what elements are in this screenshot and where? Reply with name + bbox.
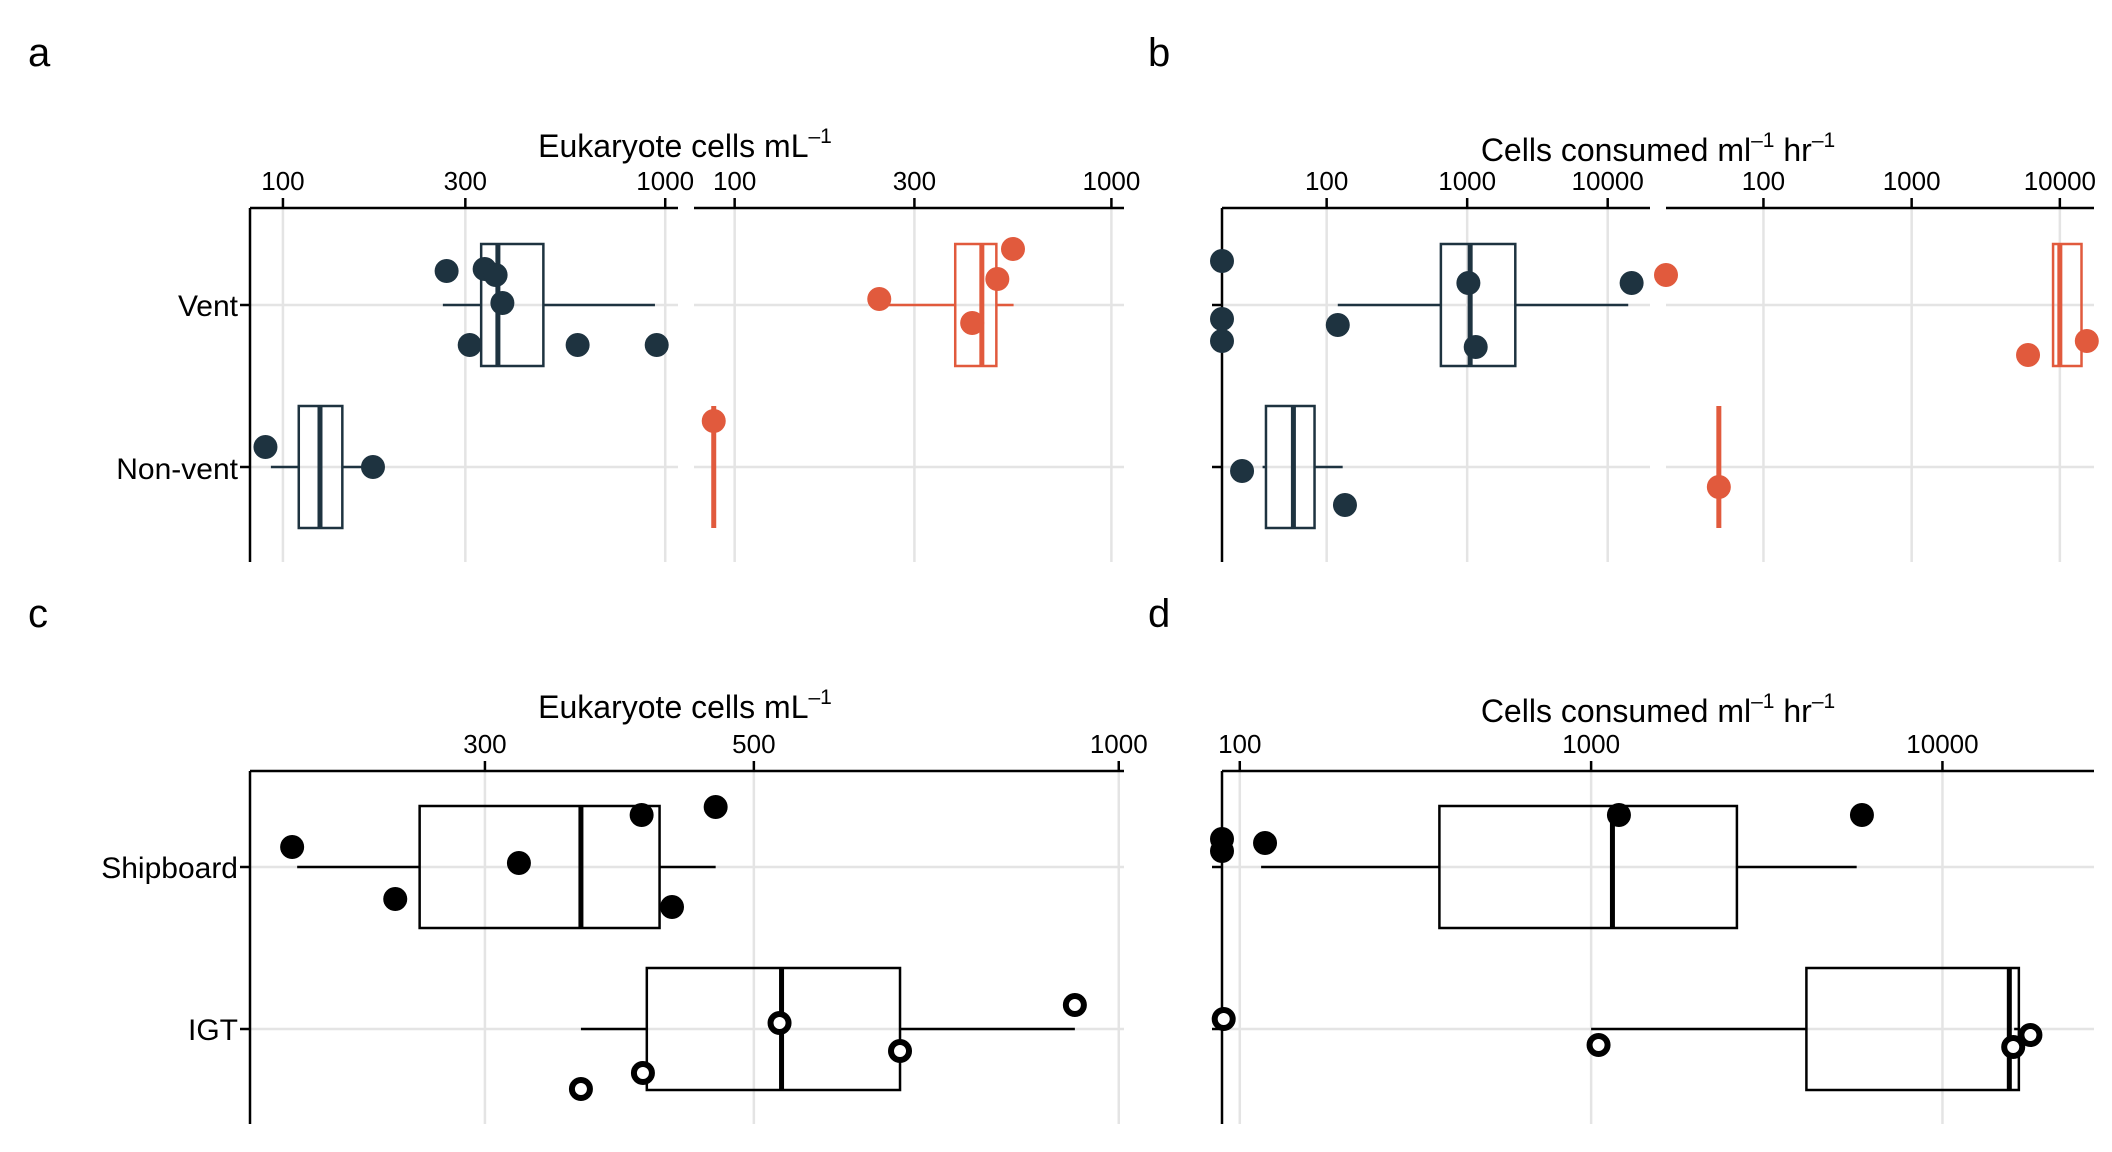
x-tick-label-b0-0: 100 [1305, 166, 1348, 196]
data-point-a1-non-vent-0 [701, 409, 726, 433]
data-point-c0-shipboard-4 [703, 795, 728, 819]
data-point-d0-shipboard-1 [1210, 839, 1234, 863]
data-point-b0-vent-5 [1325, 313, 1350, 337]
data-point-b0-vent-0 [1210, 249, 1234, 273]
data-point-c0-shipboard-5 [660, 895, 685, 919]
x-tick-label-a0-1: 300 [444, 166, 487, 196]
data-point-d0-shipboard-2 [1253, 831, 1278, 855]
data-point-c0-shipboard-0 [280, 835, 305, 859]
data-point-a0-non-vent-0 [253, 435, 278, 459]
data-point-a1-vent-0 [1000, 237, 1025, 261]
x-tick-label-b0-2: 10000 [1572, 166, 1644, 196]
x-tick-label-c0-0: 300 [463, 729, 506, 759]
data-point-d0-igt-2 [2001, 1035, 2026, 1059]
data-point-a0-vent-3 [490, 291, 515, 315]
data-point-b0-non-vent-1 [1332, 493, 1357, 517]
category-label-igt: IGT [188, 1014, 238, 1047]
x-tick-label-a1-0: 100 [713, 166, 756, 196]
data-point-d0-shipboard-4 [1849, 803, 1874, 827]
axis-title-a: Eukaryote cells mL–1 [538, 125, 832, 164]
data-point-b1-vent-2 [2016, 343, 2041, 367]
x-tick-label-d0-2: 10000 [1906, 729, 1978, 759]
data-point-c0-shipboard-3 [629, 803, 654, 827]
panel-label-b: b [1148, 31, 1170, 75]
data-point-a1-vent-3 [960, 311, 985, 335]
x-tick-label-a1-2: 1000 [1082, 166, 1140, 196]
marks [253, 237, 2099, 1101]
data-point-c0-shipboard-2 [506, 851, 531, 875]
data-point-b0-vent-6 [1463, 335, 1488, 359]
box-c0-igt [645, 966, 902, 1092]
box-b0-vent [1439, 242, 1517, 368]
x-tick-label-c0-1: 500 [732, 729, 775, 759]
x-tick-label-d0-1: 1000 [1562, 729, 1620, 759]
x-tick-label-d0-0: 100 [1218, 729, 1261, 759]
data-point-d0-igt-3 [2018, 1023, 2043, 1047]
x-tick-label-b1-2: 10000 [2024, 166, 2096, 196]
data-point-a0-vent-0 [434, 259, 459, 283]
data-point-b1-vent-0 [1654, 263, 1678, 287]
data-point-d0-igt-0 [1211, 1007, 1236, 1031]
category-label-vent: Vent [178, 290, 239, 323]
x-tick-label-a0-0: 100 [261, 166, 304, 196]
x-tick-label-b0-1: 1000 [1438, 166, 1496, 196]
category-label-non-vent: Non-vent [116, 453, 238, 486]
data-point-b0-vent-2 [1619, 271, 1644, 295]
panel-label-a: a [28, 31, 51, 75]
x-tick-label-b1-1: 1000 [1883, 166, 1941, 196]
data-point-c0-igt-4 [568, 1077, 593, 1101]
data-point-a1-vent-1 [985, 267, 1010, 291]
data-point-a0-vent-6 [644, 333, 669, 357]
data-point-b1-vent-1 [2074, 329, 2099, 353]
data-point-a0-vent-5 [565, 333, 590, 357]
data-point-a0-non-vent-1 [360, 455, 385, 479]
box-a0-vent [479, 242, 545, 368]
data-point-b0-non-vent-0 [1230, 459, 1255, 483]
axis-title-d: Cells consumed ml–1 hr–1 [1481, 690, 1835, 729]
data-point-d0-shipboard-3 [1606, 803, 1631, 827]
box-d0-shipboard [1438, 804, 1739, 930]
data-point-a0-vent-2 [483, 263, 508, 287]
x-tick-label-a0-2: 1000 [636, 166, 694, 196]
x-tick-label-c0-2: 1000 [1090, 729, 1148, 759]
data-point-b0-vent-3 [1210, 307, 1234, 331]
data-point-b1-non-vent-0 [1706, 475, 1731, 499]
panel-label-c: c [28, 592, 48, 636]
data-point-c0-igt-1 [767, 1011, 792, 1035]
box-b1-vent [2051, 242, 2083, 368]
box-a1-vent [953, 242, 998, 368]
data-point-c0-igt-2 [888, 1039, 913, 1063]
x-tick-label-a1-1: 300 [893, 166, 936, 196]
data-point-c0-igt-0 [1062, 993, 1087, 1017]
data-point-d0-igt-1 [1586, 1033, 1611, 1057]
box-c0-shipboard [418, 804, 661, 930]
box-b0-non-vent [1264, 404, 1316, 530]
gridlines [250, 208, 2094, 1124]
axis-title-c: Eukaryote cells mL–1 [538, 686, 832, 725]
axes: 100 300 1000 100 300 1000 100 1000 10000 100 1000 1… [240, 166, 2096, 1124]
data-point-b0-vent-4 [1210, 329, 1234, 353]
panel-label-d: d [1148, 592, 1170, 636]
data-point-c0-igt-3 [630, 1061, 655, 1085]
box-d0-igt [1805, 966, 2021, 1092]
data-point-a1-vent-2 [867, 287, 892, 311]
axis-title-b: Cells consumed ml–1 hr–1 [1481, 129, 1835, 168]
data-point-b0-vent-1 [1456, 271, 1481, 295]
data-point-a0-vent-4 [457, 333, 482, 357]
category-label-shipboard: Shipboard [101, 852, 238, 885]
x-tick-label-b1-0: 100 [1742, 166, 1785, 196]
data-point-c0-shipboard-1 [383, 887, 408, 911]
